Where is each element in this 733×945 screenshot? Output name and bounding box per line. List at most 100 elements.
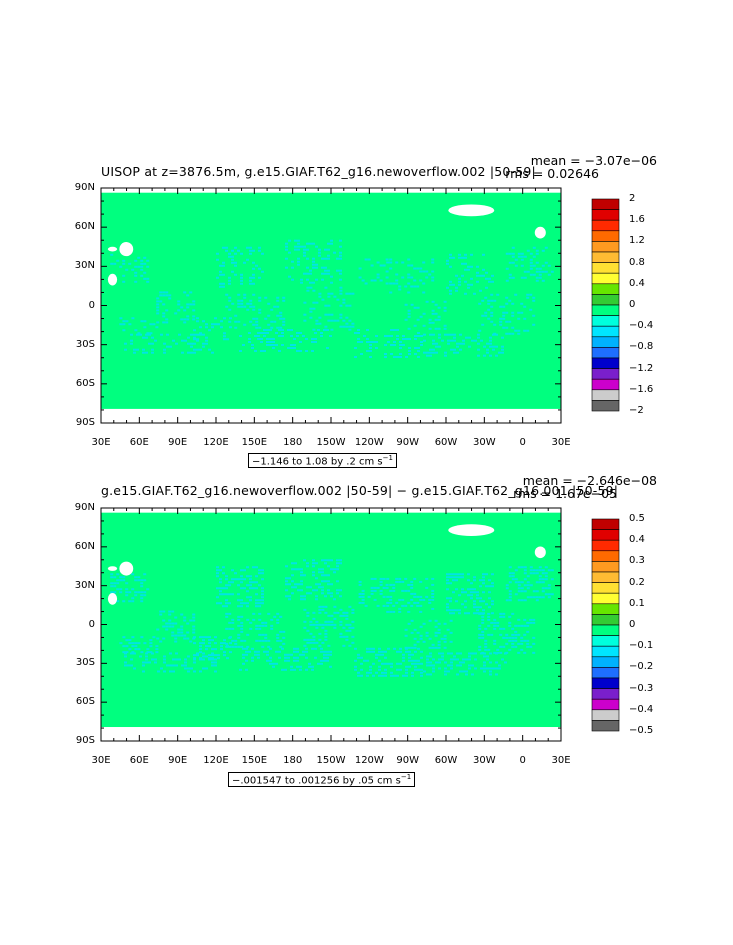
panel1-colorbar-cell — [591, 241, 620, 253]
panel1-colorbar-cell — [591, 357, 620, 369]
panel2-lat-label: 60N — [74, 540, 95, 552]
panel2-colorbar-label: −0.4 — [629, 703, 654, 715]
panel1-colorbar-cell — [591, 294, 620, 306]
panel2-lon-label: 60W — [434, 755, 458, 766]
panel2-lon-label: 120E — [203, 755, 229, 766]
panel1-lon-label: 30E — [91, 437, 111, 448]
panel2-colorbar-label: 0 — [629, 619, 636, 630]
panel1-colorbar-label: 0.4 — [629, 277, 645, 289]
panel2-lon-label: 60E — [129, 755, 149, 766]
panel2-colorbar-label: −0.2 — [629, 661, 654, 673]
panel2-colorbar-label: −0.5 — [629, 725, 654, 736]
panel2-colorbar-label: −0.1 — [629, 640, 654, 652]
panel2-range-box: −.001547 to .001256 by .05 cm s−1 — [228, 772, 416, 788]
panel2-lon-label: 150W — [316, 755, 346, 766]
panel2-range-exp: −1 — [400, 773, 412, 781]
panel2-lon-label: 150E — [241, 755, 268, 766]
panel1-lon-label: 180 — [283, 437, 303, 448]
panel2-lat-label: 30N — [74, 579, 95, 591]
panel2-colorbar-cell — [591, 571, 620, 583]
panel2-lon-label: 30W — [473, 755, 496, 766]
panel2-colorbar-cell — [591, 539, 620, 552]
panel2-lon-label: 90E — [168, 755, 188, 766]
panel2-colorbar-label: 0.3 — [629, 555, 645, 567]
panel1-lon-label: 90E — [168, 437, 188, 448]
panel1-colorbar-label: −2 — [629, 405, 644, 416]
panel2-colorbar-cell — [591, 624, 620, 636]
panel1-colorbar-label: 1.6 — [629, 214, 645, 226]
panel1-colorbar-cell — [591, 325, 620, 338]
panel2-lon-label: 30E — [551, 755, 571, 766]
panel1-land-greenland — [448, 204, 495, 217]
panel1-lon-label: 60E — [129, 437, 149, 448]
panel1-range-text: −1.146 to 1.08 by .2 cm s — [252, 456, 383, 468]
panel2-land-island — [119, 561, 134, 576]
panel1-colorbar-cell — [591, 209, 620, 221]
panel1-lat-label: 60N — [74, 221, 95, 233]
panel2-lon-label: 180 — [283, 755, 303, 766]
panel2-colorbar-cell — [591, 688, 620, 700]
panel1-lat-label: 90N — [74, 182, 95, 193]
panel1-speckle-field — [110, 239, 554, 358]
panel2-colorbar-cell — [591, 550, 620, 562]
panel1-colorbar-label: −0.8 — [629, 341, 654, 353]
panel2-colorbar-cell — [591, 518, 620, 530]
panel1-land-islet2 — [107, 273, 118, 286]
panel1-colorbar-label: 1.2 — [629, 235, 645, 247]
panel1-lon-label: 60W — [434, 437, 458, 448]
panel2-colorbar-cell — [591, 529, 620, 541]
panel1-lon-label: 30E — [551, 437, 571, 448]
panel2-ocean-field — [101, 512, 561, 728]
panel1-title: UISOP at z=3876.5m, g.e15.GIAF.T62_g16.n… — [101, 164, 536, 179]
panel1-colorbar-cell — [591, 336, 620, 348]
panel2-land-greenland — [448, 524, 495, 536]
panel2-colorbar-label: 0.4 — [629, 534, 645, 546]
panel2-lat-label: 60S — [75, 696, 95, 708]
panel1-mean: mean = −3.07e−06 — [530, 153, 657, 168]
panel1-colorbar-label: −1.2 — [629, 362, 654, 374]
panel1-rms: rms = 0.02646 — [505, 166, 599, 181]
panel2-colorbar-cell — [591, 645, 620, 658]
panel1-colorbar-label: −0.4 — [629, 320, 654, 332]
panel1-colorbar-cell — [591, 251, 620, 263]
panel1-colorbar-cell — [591, 378, 620, 391]
panel2-colorbar-cell — [591, 603, 620, 615]
panel1-colorbar-label: −1.6 — [629, 383, 654, 395]
panel1-lat-label: 90S — [75, 417, 95, 428]
panel1-lat-label: 30N — [74, 260, 95, 272]
panel1-colorbar-cell — [591, 262, 620, 274]
panel1-range-exp: −1 — [382, 454, 393, 462]
panel1-colorbar-cell — [591, 400, 620, 412]
panel1-colorbar-label: 2 — [629, 193, 636, 204]
panel1-lon-label: 150E — [241, 437, 268, 448]
panel2-rms: rms = 1.67e−05 — [513, 486, 617, 501]
panel1-lat-label: 0 — [88, 299, 95, 311]
panel2-lon-label: 0 — [519, 755, 526, 766]
panel1-lon-label: 0 — [519, 437, 526, 448]
panel2-colorbar-cell — [591, 720, 620, 732]
panel1-land-east — [534, 226, 546, 239]
panel2-colorbar-cell — [591, 614, 620, 626]
panel2-colorbar-cell — [591, 582, 620, 594]
panel2-colorbar-label: −0.3 — [629, 682, 654, 694]
panel2-lon-label: 120W — [354, 755, 384, 766]
panel2-colorbar-cell — [591, 709, 620, 721]
panel1-land-islet — [107, 246, 118, 252]
panel2-lon-label: 90W — [396, 755, 419, 766]
panel2-lat-label: 90S — [75, 735, 95, 746]
panel2-lat-label: 0 — [88, 618, 95, 630]
panel1-colorbar-cell — [591, 198, 620, 210]
panel1-land-island — [119, 242, 134, 257]
panel1-colorbar-cell — [591, 272, 620, 285]
panel2-speckle-field — [110, 559, 554, 677]
panel1-colorbar-cell — [591, 389, 620, 401]
panel1-lat-label: 60S — [75, 377, 95, 389]
panel2-land-east — [534, 546, 546, 559]
panel2-land-islet2 — [107, 593, 118, 605]
panel1-lon-label: 90W — [396, 437, 419, 448]
panel2-land-islet — [107, 566, 118, 571]
panel2-lat-label: 30S — [75, 657, 95, 669]
panel1-colorbar-label: 0.8 — [629, 256, 645, 268]
panel1-lat-label: 30S — [75, 338, 95, 350]
